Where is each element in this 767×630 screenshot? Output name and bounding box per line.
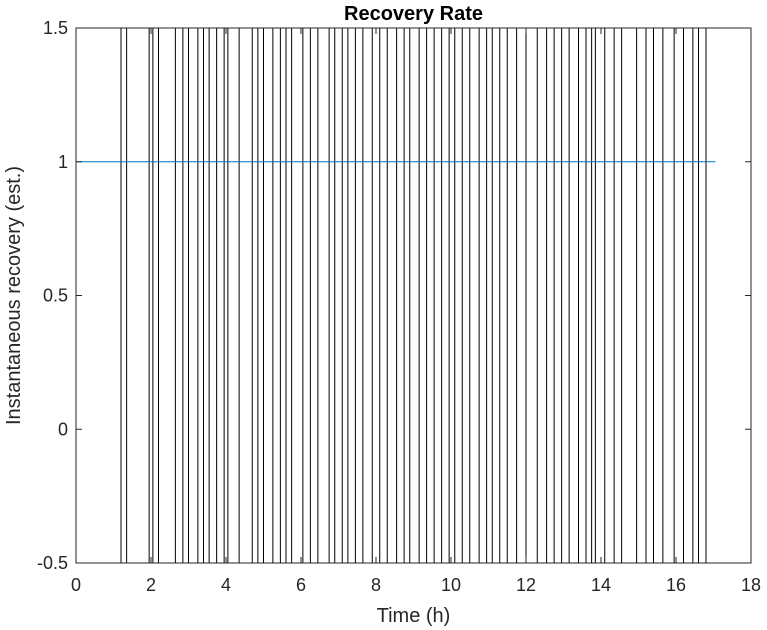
x-tick-label-1: 2 bbox=[146, 575, 156, 595]
chart-title: Recovery Rate bbox=[344, 3, 483, 25]
y-tick-label-4: 1.5 bbox=[43, 18, 68, 38]
x-tick-label-4: 8 bbox=[371, 575, 381, 595]
x-tick-label-5: 10 bbox=[441, 575, 461, 595]
x-axis-label: Time (h) bbox=[377, 605, 451, 627]
x-tick-label-0: 0 bbox=[71, 575, 81, 595]
x-tick-label-2: 4 bbox=[221, 575, 231, 595]
y-tick-label-2: 0.5 bbox=[43, 286, 68, 306]
x-tick-label-8: 16 bbox=[666, 575, 686, 595]
x-tick-label-6: 12 bbox=[516, 575, 536, 595]
x-tick-label-9: 18 bbox=[741, 575, 761, 595]
y-axis-label: Instantaneous recovery (est.) bbox=[3, 166, 25, 425]
x-tick-label-3: 6 bbox=[296, 575, 306, 595]
y-tick-label-1: 0 bbox=[58, 419, 68, 439]
plot-area bbox=[76, 28, 751, 563]
y-tick-label-0: -0.5 bbox=[37, 553, 68, 573]
x-tick-label-7: 14 bbox=[591, 575, 611, 595]
y-tick-label-3: 1 bbox=[58, 152, 68, 172]
